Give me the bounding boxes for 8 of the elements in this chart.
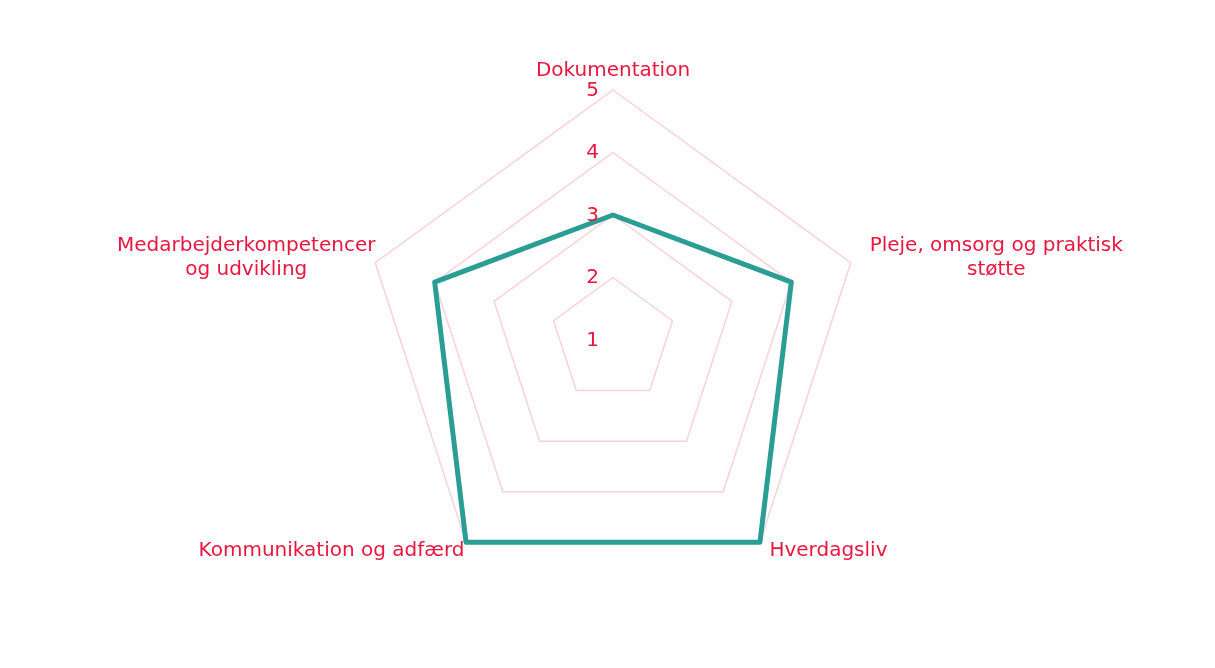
spoke-label: Hverdagsliv <box>769 537 888 562</box>
spoke-label: Medarbejderkompetencer og udvikling <box>117 231 377 280</box>
y-tick-label: 4 <box>586 139 599 163</box>
y-tick-label: 3 <box>586 201 599 226</box>
spoke-label: Pleje, omsorg og praktisk støtte <box>869 231 1124 280</box>
y-tick-label: 2 <box>586 264 599 288</box>
spoke-label: Kommunikation og adfærd <box>198 537 465 562</box>
y-tick-label: 1 <box>586 326 599 351</box>
